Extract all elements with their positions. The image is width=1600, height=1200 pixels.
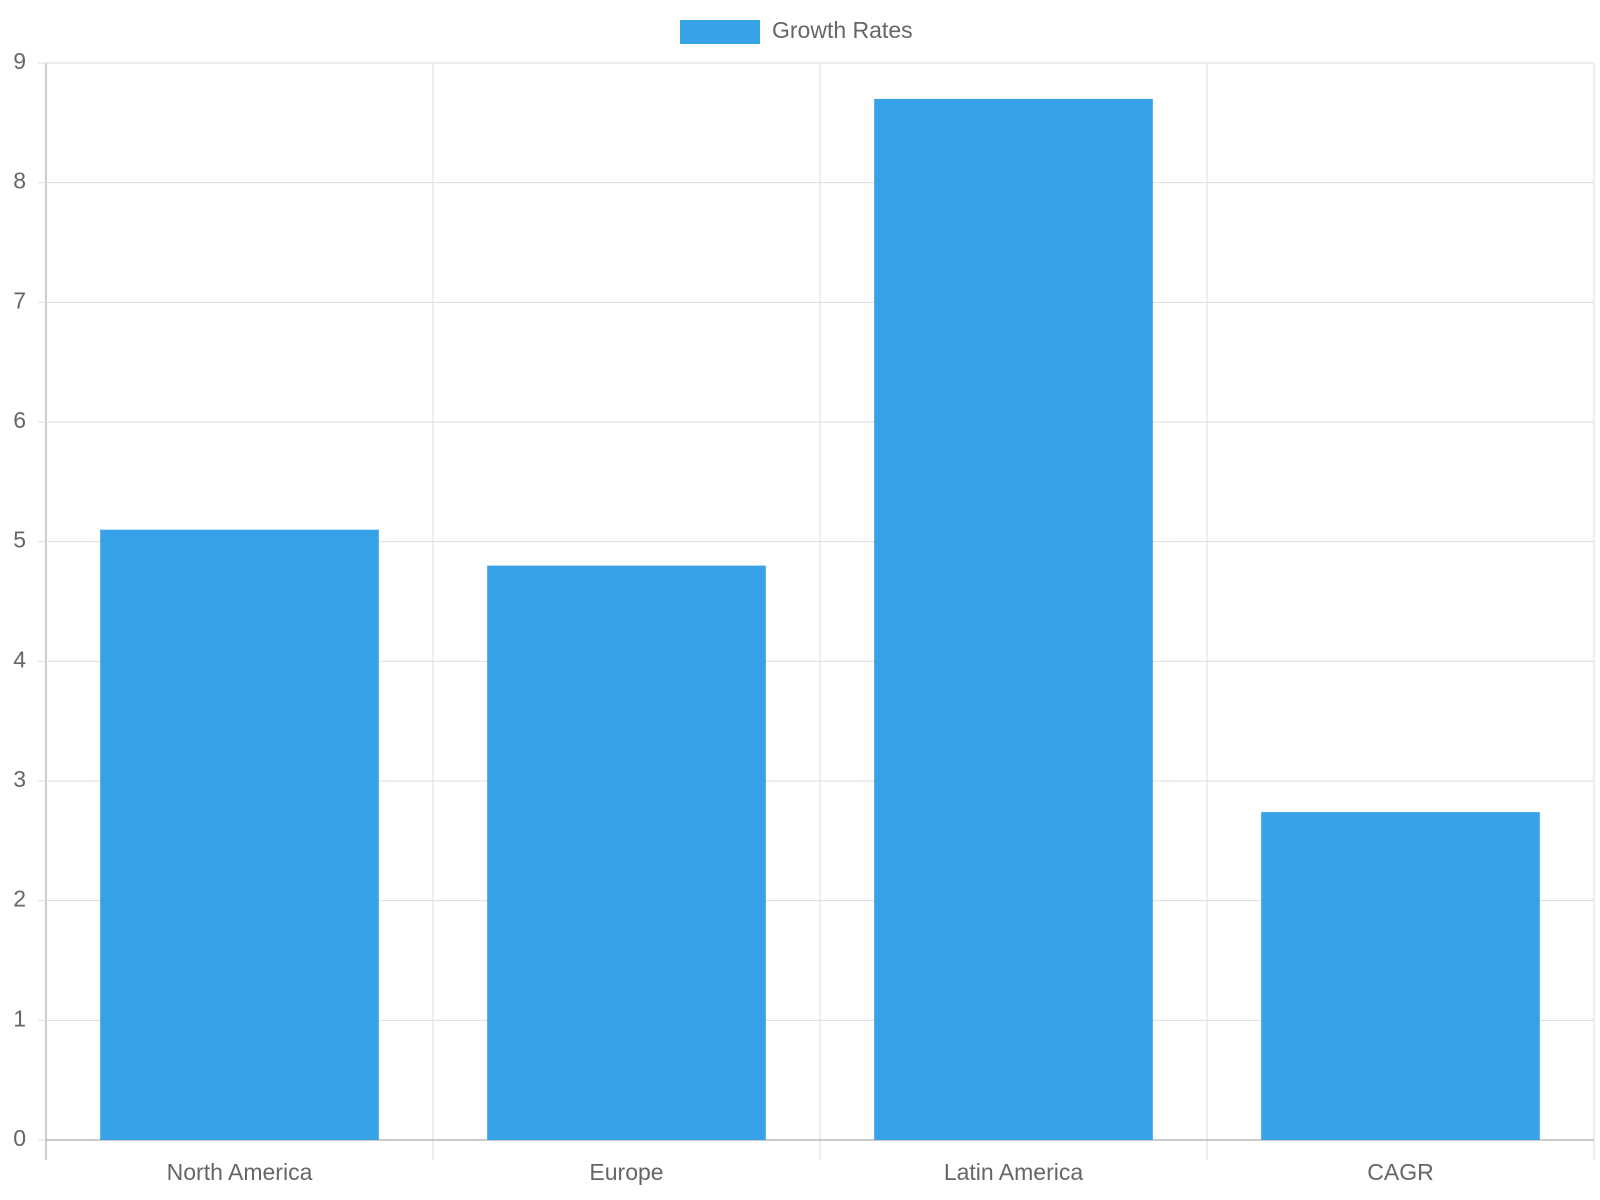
y-tick-label: 6 — [13, 407, 26, 433]
bar — [1261, 812, 1540, 1140]
y-tick-label: 2 — [13, 886, 26, 912]
x-tick-label: Europe — [589, 1159, 663, 1185]
x-tick-label: Latin America — [944, 1159, 1084, 1185]
y-tick-label: 5 — [13, 527, 26, 553]
y-tick-label: 4 — [13, 646, 26, 672]
y-tick-label: 1 — [13, 1005, 26, 1031]
legend-swatch — [680, 20, 760, 44]
x-tick-label: North America — [167, 1159, 313, 1185]
y-tick-label: 8 — [13, 168, 26, 194]
bar — [100, 529, 379, 1140]
y-tick-label: 3 — [13, 766, 26, 792]
y-tick-label: 0 — [13, 1125, 26, 1151]
bar — [874, 98, 1153, 1140]
legend-label: Growth Rates — [772, 17, 913, 43]
y-tick-label: 9 — [13, 48, 26, 74]
x-tick-label: CAGR — [1367, 1159, 1433, 1185]
bar — [487, 565, 766, 1140]
y-tick-label: 7 — [13, 287, 26, 313]
